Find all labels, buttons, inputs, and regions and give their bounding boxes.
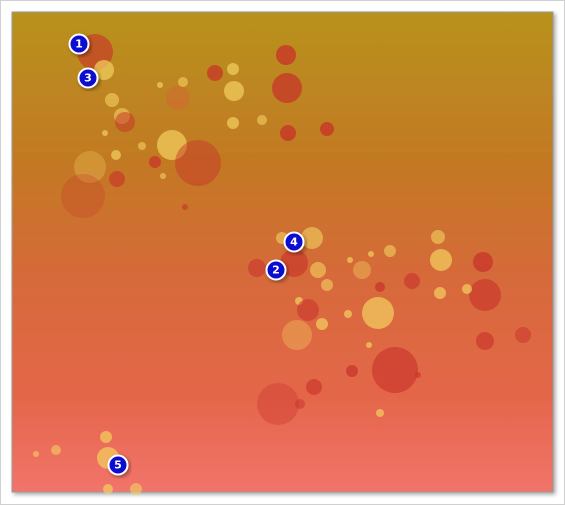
marker-label[interactable]: 5 [114,459,122,472]
bokeh-circle [282,320,312,350]
bokeh-circle [366,342,372,348]
bokeh-circle [248,259,266,277]
marker[interactable]: 3 [77,67,99,89]
marker-badge[interactable] [68,33,90,55]
bokeh-circle [105,93,119,107]
marker-label[interactable]: 2 [272,264,280,277]
bokeh-circle [157,82,163,88]
bokeh-circle [257,115,267,125]
bokeh-circle [434,287,446,299]
bokeh-circle [280,249,308,277]
bokeh-circle [404,273,420,289]
bokeh-circle [100,431,112,443]
marker-layer: 1 2 3 4 5 [68,33,305,476]
bokeh-circle [61,174,105,218]
marker-badge[interactable] [77,67,99,89]
bokeh-circle [462,284,472,294]
marker-label[interactable]: 3 [84,72,92,85]
marker[interactable]: 4 [283,231,305,253]
marker-badge[interactable] [265,259,287,281]
bokeh-layer [33,34,531,495]
bokeh-circle [166,86,190,110]
bokeh-circle [301,227,323,249]
bokeh-circle [280,125,296,141]
bokeh-circle [368,251,374,257]
marker-badge[interactable] [283,231,305,253]
bokeh-circle [346,365,358,377]
bokeh-circle [376,409,384,417]
bokeh-circle [353,261,371,279]
bokeh-circle [227,63,239,75]
marker-label[interactable]: 4 [290,236,298,249]
bokeh-circle [347,257,353,263]
marker-badge[interactable] [107,454,129,476]
bokeh-circle [130,483,142,495]
bokeh-circle [109,171,125,187]
bokeh-circle [306,379,322,395]
bokeh-circle [33,451,39,457]
bokeh-circle [74,151,106,183]
bokeh-circle [310,262,326,278]
bokeh-circle [149,156,161,168]
bokeh-circle [138,142,146,150]
bokeh-circle [295,399,305,409]
bokeh-circle [160,173,166,179]
bokeh-circle [469,279,501,311]
bokeh-circle [430,249,452,271]
bokeh-circle [344,310,352,318]
bokeh-circle [157,130,187,160]
bokeh-circle [375,282,385,292]
bokeh-circle [316,318,328,330]
bokeh-circle [297,299,319,321]
bokeh-circle [272,73,302,103]
bokeh-circle [415,372,421,378]
bokeh-circle [103,484,113,494]
bokeh-circle [362,297,394,329]
bokeh-circle [175,140,221,186]
bokeh-circle [94,60,114,80]
bokeh-circle [476,332,494,350]
bokeh-circle [515,327,531,343]
bokeh-circle [111,150,121,160]
bokeh-circle [115,112,135,132]
bokeh-circle [384,245,396,257]
marker-label[interactable]: 1 [75,38,83,51]
bokeh-circle [431,230,445,244]
bokeh-circle [372,347,418,393]
bokeh-circle [102,130,108,136]
bokeh-circle [473,252,493,272]
marker[interactable]: 5 [107,454,129,476]
marker[interactable]: 1 [68,33,90,55]
bokeh-circle [51,445,61,455]
bokeh-circle [257,383,299,425]
marker[interactable]: 2 [265,259,287,281]
bokeh-circle [224,81,244,101]
bokeh-circle [321,279,333,291]
bokeh-circle [320,122,334,136]
bokeh-circle [207,65,223,81]
bokeh-circle [178,77,188,87]
bokeh-circle [227,117,239,129]
bokeh-circle [182,204,188,210]
bokeh-circle [276,45,296,65]
